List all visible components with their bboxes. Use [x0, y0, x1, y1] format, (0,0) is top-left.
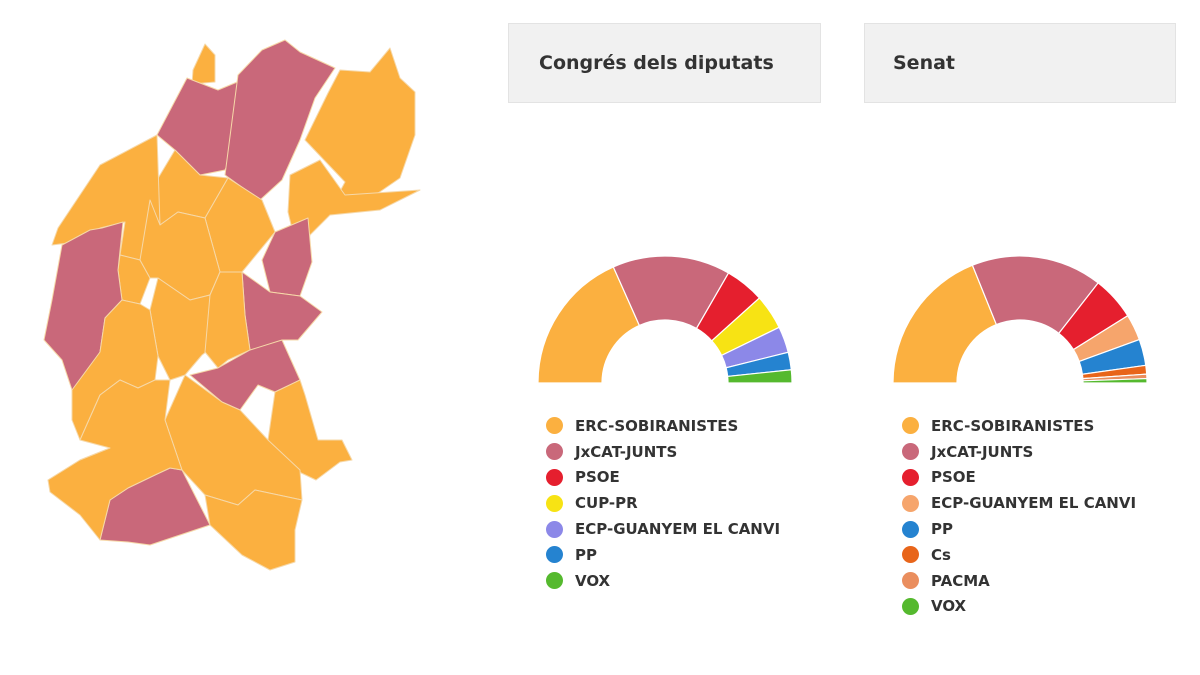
legend-dot-pacma — [902, 572, 919, 590]
map-region-erc[interactable] — [204, 489, 303, 571]
legend-dot-junts — [546, 443, 563, 461]
municipal-results-map — [43, 39, 421, 571]
legend-item-psoe[interactable]: PSOE — [902, 465, 1136, 491]
map-region-erc[interactable] — [47, 379, 183, 541]
legend-label-cup: CUP-PR — [575, 494, 638, 513]
legend-label-junts: JxCAT-JUNTS — [931, 442, 1034, 461]
legend-dot-cs — [902, 546, 919, 564]
legend-dot-ecp — [546, 520, 563, 538]
legend-label-psoe: PSOE — [575, 468, 620, 487]
legend-item-pacma[interactable]: PACMA — [902, 568, 1136, 594]
slice-jxcat-junts[interactable] — [971, 255, 1100, 335]
legend-item-pp[interactable]: PP — [546, 542, 780, 568]
map-region-erc[interactable] — [164, 374, 303, 506]
legend-dot-erc — [902, 417, 919, 435]
legend-item-junts[interactable]: JxCAT-JUNTS — [902, 439, 1136, 465]
legend-dot-vox — [902, 597, 919, 615]
legend-item-erc[interactable]: ERC-SOBIRANISTES — [902, 413, 1136, 439]
congres-title: Congrés dels diputats — [539, 52, 774, 74]
legend-dot-pp — [902, 520, 919, 538]
legend-item-cs[interactable]: Cs — [902, 542, 1136, 568]
map-region-erc[interactable] — [51, 134, 161, 261]
senat-legend: ERC-SOBIRANISTES JxCAT-JUNTS PSOE ECP-GU… — [902, 413, 1136, 619]
legend-label-pp: PP — [575, 545, 597, 564]
congres-header: Congrés dels diputats — [508, 23, 821, 103]
slice-vox[interactable] — [1082, 377, 1148, 384]
legend-label-psoe: PSOE — [931, 468, 976, 487]
legend-label-erc: ERC-SOBIRANISTES — [575, 416, 739, 435]
legend-item-vox[interactable]: VOX — [546, 568, 780, 594]
legend-label-vox: VOX — [931, 597, 967, 616]
legend-dot-ecp — [902, 494, 919, 512]
legend-item-cup[interactable]: CUP-PR — [546, 490, 780, 516]
legend-item-vox[interactable]: VOX — [902, 594, 1136, 620]
legend-label-pp: PP — [931, 520, 953, 539]
legend-item-ecp[interactable]: ECP-GUANYEM EL CANVI — [546, 516, 780, 542]
legend-label-ecp: ECP-GUANYEM EL CANVI — [931, 494, 1137, 513]
legend-dot-junts — [902, 443, 919, 461]
legend-dot-pp — [546, 546, 563, 564]
legend-dot-cup — [546, 494, 563, 512]
slice-erc-sobiranistes[interactable] — [537, 266, 641, 384]
legend-item-junts[interactable]: JxCAT-JUNTS — [546, 439, 780, 465]
congres-legend: ERC-SOBIRANISTES JxCAT-JUNTS PSOE CUP-PR… — [546, 413, 780, 594]
legend-dot-psoe — [546, 468, 563, 486]
map-region-erc[interactable] — [191, 43, 216, 85]
legend-dot-erc — [546, 417, 563, 435]
legend-label-ecp: ECP-GUANYEM EL CANVI — [575, 520, 781, 539]
senat-donut-chart — [892, 255, 1148, 384]
senat-title: Senat — [893, 52, 956, 74]
legend-dot-vox — [546, 572, 563, 590]
legend-dot-psoe — [902, 468, 919, 486]
legend-item-psoe[interactable]: PSOE — [546, 465, 780, 491]
slice-vox[interactable] — [726, 369, 793, 384]
legend-label-cs: Cs — [931, 545, 951, 564]
senat-header: Senat — [864, 23, 1176, 103]
slice-erc-sobiranistes[interactable] — [892, 264, 998, 384]
legend-label-vox: VOX — [575, 571, 611, 590]
congres-donut-chart — [537, 255, 793, 384]
legend-label-pacma: PACMA — [931, 571, 990, 590]
legend-item-ecp[interactable]: ECP-GUANYEM EL CANVI — [902, 490, 1136, 516]
legend-item-erc[interactable]: ERC-SOBIRANISTES — [546, 413, 780, 439]
legend-label-junts: JxCAT-JUNTS — [575, 442, 678, 461]
map-region-erc[interactable] — [304, 47, 416, 211]
legend-label-erc: ERC-SOBIRANISTES — [931, 416, 1095, 435]
legend-item-pp[interactable]: PP — [902, 516, 1136, 542]
